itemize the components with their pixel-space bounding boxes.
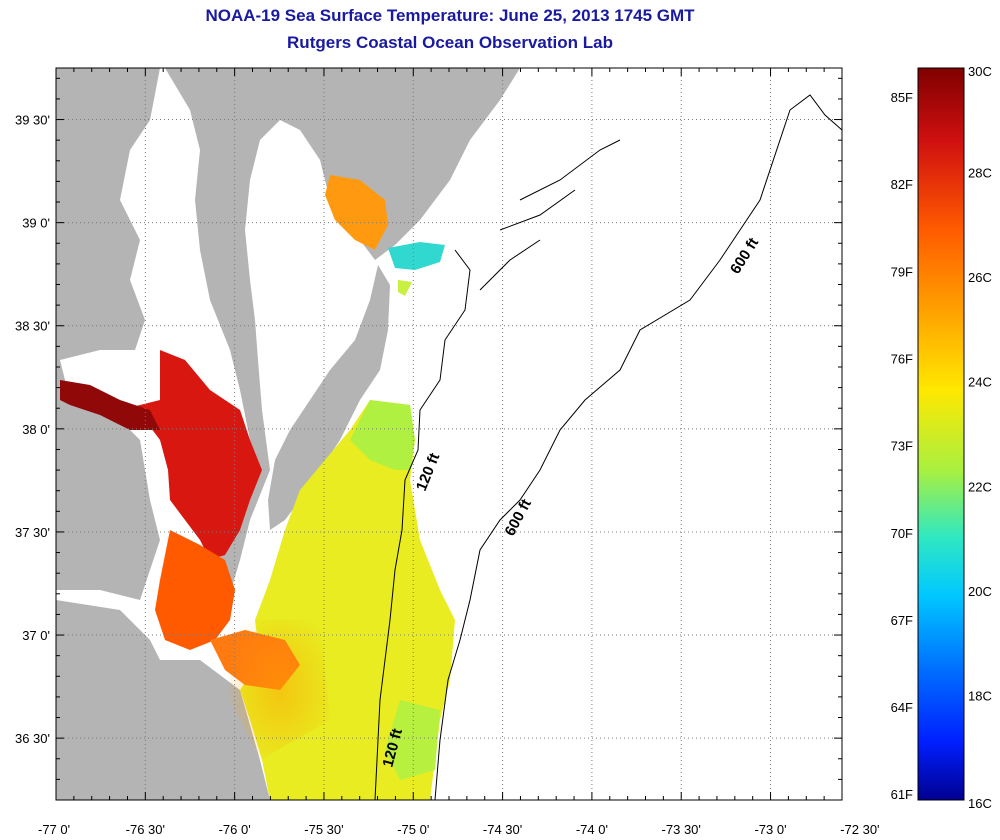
lon-tick-label: -76 30' — [126, 822, 165, 837]
lat-lon-grid — [56, 68, 842, 800]
colorbar-fahrenheit-label: 70F — [891, 526, 913, 541]
map-subtitle: Rutgers Coastal Ocean Observation Lab — [287, 33, 613, 52]
sst-chesapeake-upper — [120, 350, 262, 560]
lon-tick-label: -76 0' — [219, 822, 251, 837]
lon-tick-label: -72 30' — [840, 822, 879, 837]
colorbar-celsius-labels: 30C 28C 26C 24C 22C 20C 18C 16C — [968, 64, 992, 811]
land-delmarva-east — [268, 265, 390, 530]
colorbar-celsius-label: 30C — [968, 64, 992, 79]
colorbar-fahrenheit-label: 76F — [891, 351, 913, 366]
land-western-shore-lower — [56, 600, 270, 800]
lat-tick-label: 38 0' — [22, 422, 50, 437]
lat-tick-label: 37 30' — [15, 525, 50, 540]
latitude-labels: 39 30' 39 0' 38 30' 38 0' 37 30' 37 0' 36 30' — [15, 113, 50, 747]
lat-tick-label: 36 30' — [15, 731, 50, 746]
axis-ticks — [55, 68, 843, 801]
contour-600ft — [434, 94, 842, 800]
lat-tick-label: 39 30' — [15, 113, 50, 128]
land-western-shore — [56, 68, 160, 600]
colorbar-fahrenheit-label: 61F — [891, 787, 913, 802]
contour-120ft-detail — [479, 139, 621, 291]
sst-potomac-river — [60, 380, 160, 430]
sst-chesapeake-lower — [155, 530, 235, 650]
lat-tick-label: 38 30' — [15, 319, 50, 334]
map-title: NOAA-19 Sea Surface Temperature: June 25… — [205, 6, 695, 25]
sst-shelf-green-lower — [385, 700, 440, 780]
sst-delaware-bay — [325, 175, 388, 250]
lon-tick-label: -75 0' — [397, 822, 429, 837]
lon-tick-label: -73 0' — [754, 822, 786, 837]
sst-data — [60, 175, 455, 800]
lat-tick-label: 37 0' — [22, 628, 50, 643]
sst-delaware-mouth-yellow — [398, 280, 412, 296]
contour-120ft — [374, 249, 471, 800]
lon-tick-label: -75 30' — [304, 822, 343, 837]
colorbar-celsius-label: 20C — [968, 584, 992, 599]
longitude-labels: -77 0' -76 30' -76 0' -75 30' -75 0' -74 30' -… — [38, 822, 880, 837]
colorbar-celsius-label: 18C — [968, 688, 992, 703]
colorbar-fahrenheit-label: 73F — [891, 439, 913, 454]
sst-coastal-warm — [230, 620, 330, 760]
colorbar — [917, 67, 965, 801]
colorbar-fahrenheit-labels: 85F 82F 79F 76F 73F 70F 67F 64F 61F — [891, 90, 913, 802]
colorbar-fahrenheit-label: 64F — [891, 700, 913, 715]
colorbar-fahrenheit-label: 79F — [891, 264, 913, 279]
lat-tick-label: 39 0' — [22, 216, 50, 231]
lon-tick-label: -74 0' — [576, 822, 608, 837]
sst-delaware-mouth — [388, 242, 445, 270]
bathymetry-contours — [374, 94, 842, 800]
colorbar-fahrenheit-label: 67F — [891, 613, 913, 628]
colorbar-fahrenheit-label: 85F — [891, 90, 913, 105]
colorbar-celsius-label: 26C — [968, 270, 992, 285]
colorbar-celsius-label: 24C — [968, 375, 992, 390]
lon-tick-label: -74 30' — [483, 822, 522, 837]
colorbar-celsius-label: 16C — [968, 796, 992, 811]
colorbar-fahrenheit-label: 82F — [891, 177, 913, 192]
colorbar-celsius-label: 22C — [968, 479, 992, 494]
colorbar-celsius-label: 28C — [968, 166, 992, 181]
sst-shelf-green — [350, 400, 415, 470]
lon-tick-label: -77 0' — [38, 822, 70, 837]
map-area: 120 ft 120 ft 600 ft 600 ft — [56, 68, 842, 800]
lon-tick-label: -73 30' — [662, 822, 701, 837]
